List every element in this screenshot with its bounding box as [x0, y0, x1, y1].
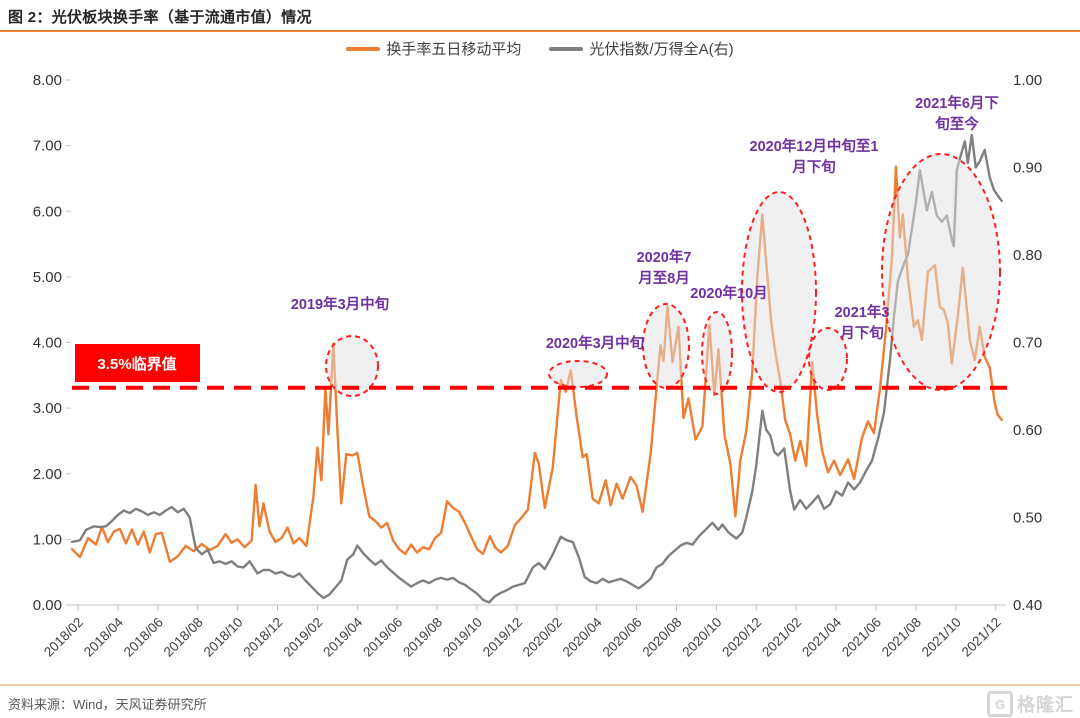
- chart-legend: 换手率五日移动平均 光伏指数/万得全A(右): [0, 38, 1080, 59]
- highlight-ellipse: [701, 311, 733, 395]
- peak-annotation: 2020年12月中旬至1: [750, 137, 879, 155]
- x-axis-label: 2020/10: [679, 615, 724, 660]
- y-right-label: 0.70: [1013, 335, 1042, 352]
- highlight-ellipse: [741, 191, 817, 393]
- x-axis-label: 2018/04: [81, 614, 126, 659]
- legend-item-index: 光伏指数/万得全A(右): [549, 38, 734, 59]
- y-right-label: 0.40: [1013, 597, 1042, 614]
- highlight-ellipse: [881, 153, 1001, 391]
- y-right-label: 0.90: [1013, 160, 1042, 177]
- figure-header: 图 2：光伏板块换手率（基于流通市值）情况: [0, 0, 1080, 32]
- peak-annotation: 2021年6月下: [915, 94, 999, 112]
- turnover-ma5-line: [70, 165, 1003, 563]
- y-left-label: 3.00: [33, 400, 62, 417]
- x-axis-label: 2020/08: [639, 615, 684, 660]
- x-axis-label: 2019/12: [480, 615, 525, 660]
- x-axis-label: 2021/06: [839, 615, 884, 660]
- x-axis-label: 2018/06: [121, 615, 166, 660]
- gelonghui-logo-text: 格隆汇: [1017, 695, 1074, 715]
- peak-annotation: 旬至今: [934, 115, 979, 133]
- turnover-line-swatch-icon: [346, 46, 381, 51]
- y-left-label: 1.00: [33, 531, 62, 548]
- y-right-label: 1.00: [1013, 72, 1042, 89]
- y-left-label: 4.00: [33, 335, 62, 352]
- y-right-label: 0.60: [1013, 422, 1042, 439]
- page-title: 图 2：光伏板块换手率（基于流通市值）情况: [8, 9, 312, 26]
- legend-label-index: 光伏指数/万得全A(右): [589, 41, 734, 58]
- highlight-ellipse: [642, 303, 690, 389]
- x-axis-label: 2020/12: [719, 615, 764, 660]
- x-axis-label: 2021/04: [799, 614, 844, 659]
- x-axis-label: 2019/06: [360, 615, 405, 660]
- x-axis-label: 2020/04: [560, 614, 605, 659]
- y-left-label: 7.00: [33, 138, 62, 155]
- peak-annotation: 2020年7: [637, 248, 692, 266]
- figure-footer: 资料来源：Wind，天风证券研究所 G 格隆汇: [0, 684, 1080, 718]
- peak-annotation: 2021年3: [835, 303, 890, 321]
- highlight-ellipse: [325, 335, 379, 397]
- x-axis-label: 2018/10: [201, 615, 246, 660]
- y-right-label: 0.80: [1013, 247, 1042, 264]
- x-axis-label: 2020/06: [600, 615, 645, 660]
- gelonghui-logo: G 格隆汇: [987, 691, 1074, 717]
- x-axis-label: 2019/02: [280, 615, 325, 660]
- peak-annotation: 2020年3月中旬: [546, 334, 644, 352]
- x-axis-label: 2018/02: [41, 615, 86, 660]
- peak-annotation: 2020年10月: [690, 284, 767, 302]
- y-left-label: 8.00: [33, 72, 62, 89]
- highlight-ellipse: [808, 327, 848, 391]
- x-axis-label: 2018/12: [240, 615, 285, 660]
- x-axis-label: 2019/08: [400, 615, 445, 660]
- x-axis-label: 2021/10: [919, 615, 964, 660]
- gelonghui-logo-icon: G: [987, 691, 1013, 717]
- y-left-label: 6.00: [33, 203, 62, 220]
- x-axis-label: 2021/08: [879, 615, 924, 660]
- index-line-swatch-icon: [549, 46, 584, 51]
- y-left-label: 2.00: [33, 466, 62, 483]
- x-axis-label: 2019/04: [320, 614, 365, 659]
- y-right-label: 0.50: [1013, 510, 1042, 527]
- highlight-ellipse: [548, 360, 608, 388]
- x-axis-label: 2021/12: [959, 615, 1004, 660]
- legend-item-turnover: 换手率五日移动平均: [346, 38, 521, 59]
- peak-annotation: 2019年3月中旬: [291, 295, 389, 313]
- source-note: 资料来源：Wind，天风证券研究所: [8, 697, 207, 712]
- threshold-label-box: [75, 344, 200, 382]
- peak-annotation: 月下旬: [839, 324, 884, 342]
- x-axis-label: 2018/08: [161, 615, 206, 660]
- x-axis-label: 2020/02: [520, 615, 565, 660]
- threshold-label: 3.5%临界值: [97, 355, 176, 373]
- x-axis-label: 2019/10: [440, 615, 485, 660]
- x-axis-label: 2021/02: [759, 615, 804, 660]
- y-left-label: 0.00: [33, 597, 62, 614]
- pv-index-ratio-line: [70, 133, 1003, 604]
- legend-label-turnover: 换手率五日移动平均: [386, 41, 522, 58]
- peak-annotation: 月下旬: [791, 158, 836, 176]
- y-left-label: 5.00: [33, 269, 62, 286]
- peak-annotation: 月至8月: [637, 270, 690, 287]
